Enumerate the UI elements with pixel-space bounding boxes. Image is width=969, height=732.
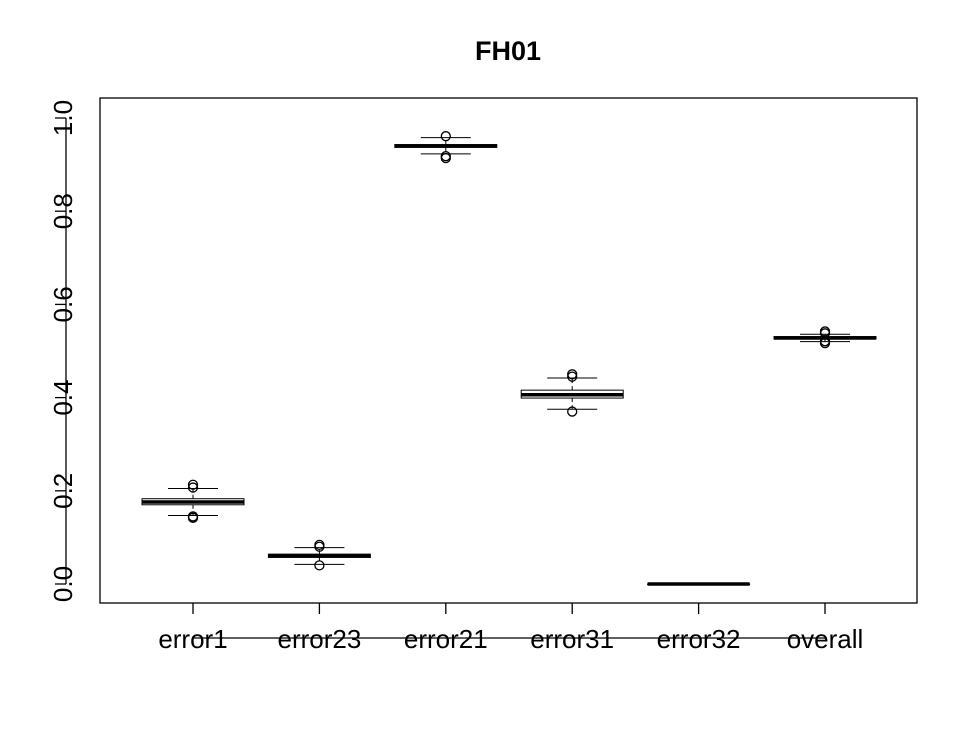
plot-area: 0.0 0.2 0.4 0.6 0.8 1.0 error1 error23 error21 er… — [48, 97, 918, 654]
y-tick-label: 0.2 — [48, 473, 78, 509]
chart-title: FH01 — [475, 36, 541, 66]
outlier-point — [567, 406, 578, 417]
x-tick-label: error31 — [530, 624, 614, 654]
y-tick-label: 0.4 — [48, 380, 78, 416]
y-tick-label: 0.8 — [48, 193, 78, 229]
x-tick-label: error21 — [404, 624, 488, 654]
y-tick-label: 1.0 — [48, 100, 78, 136]
outlier-point — [314, 560, 325, 571]
outlier-point — [187, 482, 199, 493]
outlier-point — [187, 511, 199, 522]
x-tick-label: overall — [787, 624, 864, 654]
outlier-point — [819, 336, 831, 347]
outlier-point — [819, 326, 831, 337]
x-tick-label: error23 — [277, 624, 361, 654]
plot-frame — [99, 97, 918, 604]
outlier-point — [440, 131, 451, 142]
outlier-point — [440, 151, 451, 162]
x-tick-label: error1 — [158, 624, 227, 654]
outlier-point — [567, 369, 578, 380]
outlier-point — [314, 539, 325, 551]
x-tick-label: error32 — [657, 624, 741, 654]
y-tick-label: 0.6 — [48, 286, 78, 322]
outlier-point — [187, 479, 199, 490]
y-tick-label: 0.0 — [48, 566, 78, 602]
